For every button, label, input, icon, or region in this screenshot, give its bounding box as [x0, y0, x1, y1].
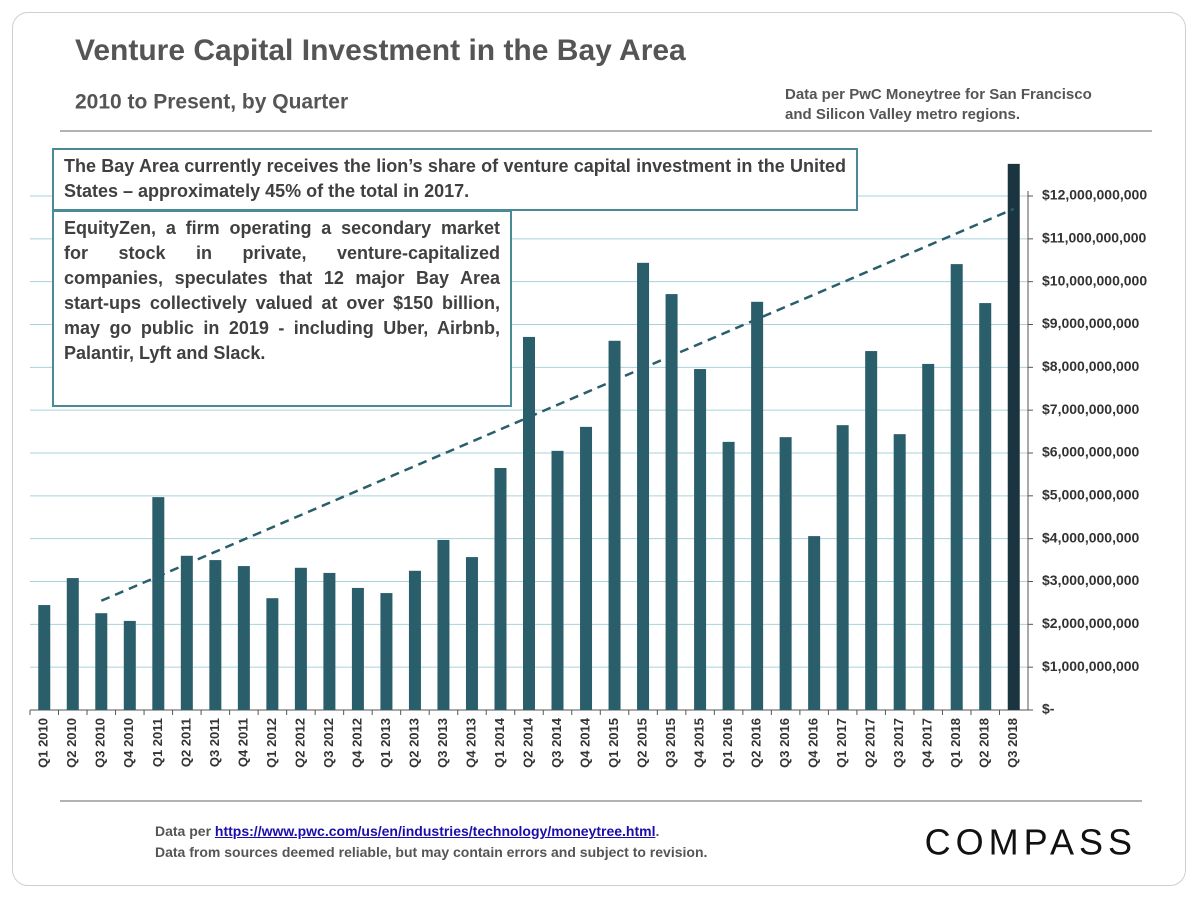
- annotation: EquityZen, a firm operating a secondary …: [52, 210, 512, 407]
- chart-title: Venture Capital Investment in the Bay Ar…: [75, 34, 686, 67]
- card: [12, 12, 1186, 886]
- bar: [38, 605, 51, 710]
- x-tick-label: Q4 2011: [235, 718, 250, 767]
- bar: [95, 613, 108, 710]
- x-tick-label: Q4 2017: [920, 718, 935, 768]
- x-tick-label: Q2 2014: [520, 717, 535, 768]
- y-tick-label: $11,000,000,000: [1042, 230, 1147, 246]
- x-tick-label: Q3 2010: [93, 718, 108, 768]
- source-note: Data per PwC Moneytree for San Francisco: [785, 86, 1092, 103]
- bar: [751, 301, 764, 710]
- bar: [608, 340, 621, 710]
- x-tick-label: Q1 2016: [720, 718, 735, 768]
- bar: [437, 539, 450, 710]
- x-tick-label: Q2 2015: [634, 718, 649, 768]
- bar: [580, 426, 593, 710]
- bar: [637, 262, 650, 710]
- x-tick-label: Q4 2013: [463, 718, 478, 768]
- x-tick-label: Q2 2013: [406, 718, 421, 768]
- bar: [209, 560, 222, 710]
- x-tick-label: Q3 2017: [891, 718, 906, 768]
- trendline: [100, 207, 1015, 602]
- y-tick-label: $5,000,000,000: [1042, 487, 1140, 503]
- y-tick-label: $7,000,000,000: [1042, 401, 1140, 417]
- bar: [408, 570, 421, 710]
- bar: [1007, 163, 1020, 710]
- bar: [494, 467, 507, 710]
- bar: [380, 593, 393, 710]
- x-tick-label: Q4 2012: [349, 718, 364, 768]
- footer-text: Data per: [155, 823, 212, 839]
- bar: [294, 567, 307, 710]
- bar: [180, 555, 193, 710]
- x-tick-label: Q3 2011: [207, 718, 222, 767]
- bar: [665, 294, 678, 710]
- footer-text: .: [655, 823, 660, 839]
- x-tick-label: Q3 2013: [435, 718, 450, 768]
- x-tick-label: Q4 2015: [692, 718, 707, 768]
- bar: [237, 566, 250, 710]
- bar: [523, 336, 535, 710]
- x-tick-label: Q3 2012: [321, 718, 336, 768]
- y-tick-label: $3,000,000,000: [1042, 572, 1140, 588]
- bar: [694, 369, 707, 710]
- y-tick-label: $8,000,000,000: [1042, 358, 1140, 374]
- y-tick-label: $4,000,000,000: [1042, 529, 1140, 545]
- x-tick-label: Q1 2015: [606, 718, 621, 768]
- x-tick-label: Q4 2010: [121, 718, 136, 768]
- bar: [922, 363, 935, 710]
- y-tick-label: $6,000,000,000: [1042, 444, 1140, 460]
- x-tick-label: Q2 2010: [64, 718, 79, 768]
- x-tick-label: Q1 2014: [492, 717, 507, 768]
- bar: [551, 450, 564, 710]
- source-note: and Silicon Valley metro regions.: [785, 106, 1020, 123]
- bar: [893, 434, 906, 710]
- x-tick-label: Q2 2012: [292, 718, 307, 768]
- y-tick-label: $1,000,000,000: [1042, 658, 1140, 674]
- bar: [123, 620, 136, 710]
- annotation: The Bay Area currently receives the lion…: [52, 148, 858, 211]
- x-tick-label: Q1 2018: [948, 718, 963, 768]
- bar: [950, 264, 963, 710]
- x-tick-label: Q3 2014: [549, 717, 564, 768]
- bar: [351, 587, 364, 710]
- x-tick-label: Q3 2018: [1005, 718, 1020, 768]
- footer-note: Data from sources deemed reliable, but m…: [155, 844, 708, 860]
- y-tick-label: $-: [1042, 701, 1055, 717]
- x-tick-label: Q1 2017: [834, 718, 849, 768]
- x-tick-label: Q3 2016: [777, 718, 792, 768]
- bar: [979, 303, 992, 710]
- y-tick-label: $2,000,000,000: [1042, 615, 1140, 631]
- bar: [808, 536, 821, 710]
- bar: [152, 497, 165, 710]
- bar: [465, 557, 478, 710]
- footer-link[interactable]: https://www.pwc.com/us/en/industries/tec…: [214, 823, 656, 839]
- y-tick-label: $10,000,000,000: [1042, 272, 1147, 288]
- bar: [66, 578, 79, 710]
- bar: [865, 351, 878, 710]
- x-tick-label: Q4 2014: [577, 717, 592, 768]
- bar: [266, 598, 279, 710]
- x-tick-label: Q1 2013: [378, 718, 393, 768]
- bar: [836, 425, 849, 710]
- x-tick-label: Q2 2016: [749, 718, 764, 768]
- y-tick-label: $12,000,000,000: [1042, 187, 1147, 203]
- logo: COMPASS: [925, 822, 1137, 863]
- chart-subtitle: 2010 to Present, by Quarter: [75, 91, 348, 114]
- footer-line: Data per https://www.pwc.com/us/en/indus…: [155, 823, 659, 839]
- x-tick-label: Q1 2012: [264, 718, 279, 768]
- bar: [323, 572, 336, 710]
- x-tick-label: Q3 2015: [663, 718, 678, 768]
- y-tick-label: $9,000,000,000: [1042, 315, 1140, 331]
- x-tick-label: Q2 2011: [178, 718, 193, 767]
- bar: [779, 437, 792, 710]
- x-tick-label: Q4 2016: [806, 718, 821, 768]
- bar: [722, 441, 735, 710]
- x-tick-label: Q1 2011: [150, 718, 165, 767]
- x-tick-label: Q2 2017: [863, 718, 878, 768]
- x-tick-label: Q2 2018: [977, 718, 992, 768]
- x-tick-label: Q1 2010: [36, 718, 51, 768]
